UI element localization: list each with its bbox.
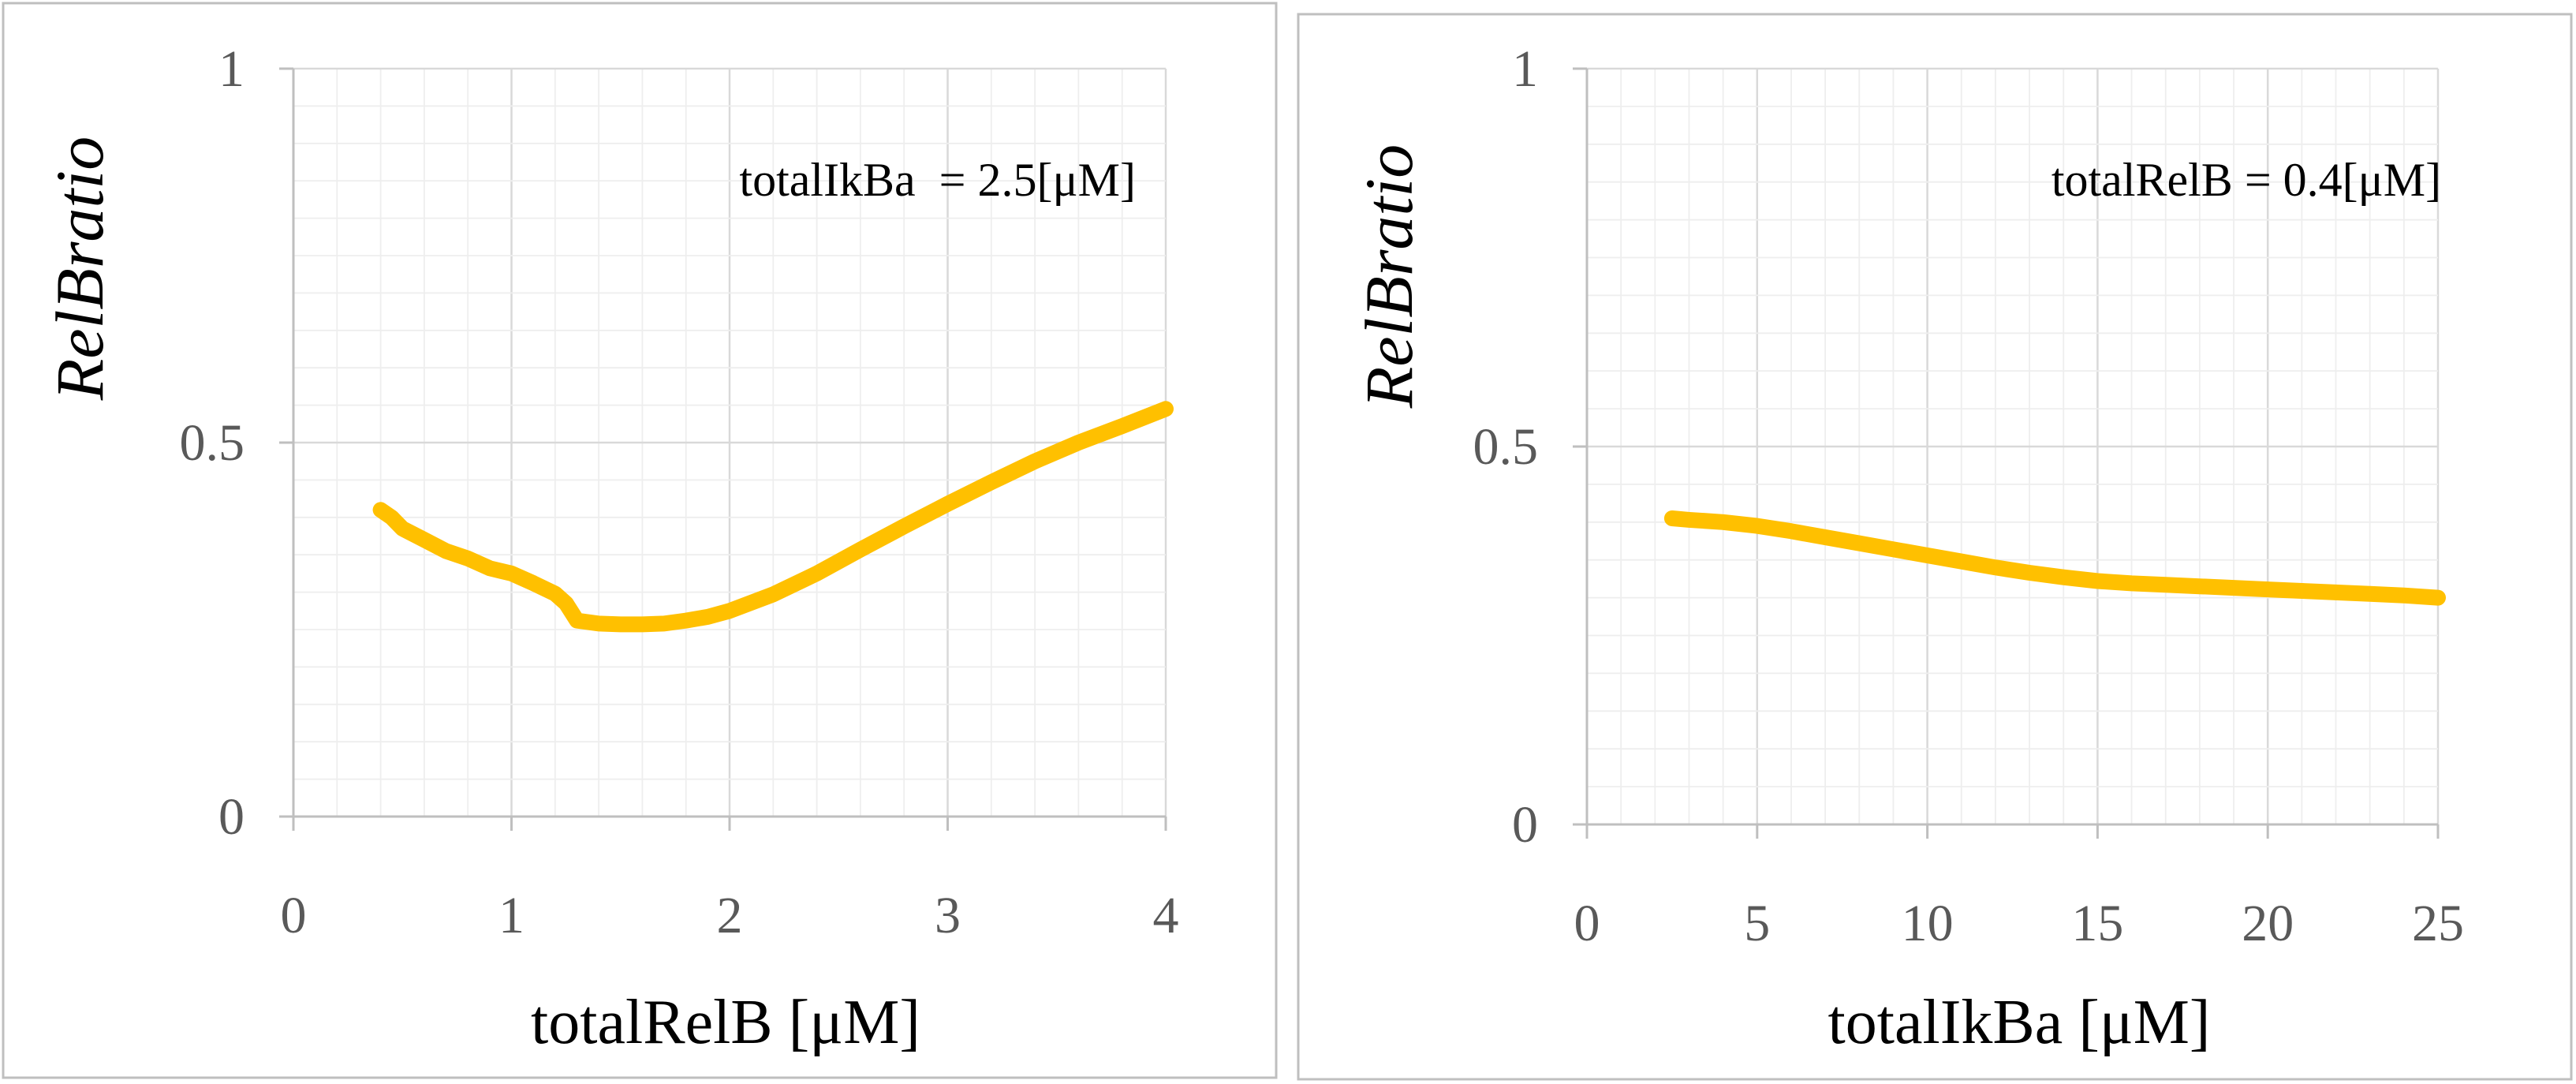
right-chart-y-tick-label: 1 — [1512, 40, 1538, 98]
left-chart-x-tick-label: 2 — [717, 887, 743, 944]
left-chart-grid — [293, 67, 1167, 817]
left-chart-frame — [2, 2, 1278, 1079]
left-chart-x-tick-label: 0 — [281, 887, 307, 944]
right-chart-y-ticks: 00.51 — [1473, 40, 1539, 854]
right-chart-x-tick-label: 20 — [2242, 895, 2294, 952]
right-chart-x-tick-label: 5 — [1744, 895, 1770, 952]
right-chart-x-tick-label: 25 — [2412, 895, 2464, 952]
right-chart-y-tick-label: 0.5 — [1473, 418, 1539, 476]
left-chart-series-line — [372, 401, 1174, 633]
right-chart-y-axis-title: RelBratio — [1351, 144, 1427, 409]
left-chart-x-tick-label: 1 — [498, 887, 525, 944]
left-chart-y-ticks: 00.51 — [180, 40, 245, 846]
left-chart-x-ticks: 0 1 2 3 4 — [281, 887, 1179, 944]
right-chart-grid — [1587, 67, 2440, 824]
left-chart-y-tick-label: 0 — [218, 788, 245, 846]
left-chart-y-axis-title: RelBratio — [42, 136, 118, 401]
left-chart-y-tick-label: 0.5 — [180, 414, 245, 472]
right-chart-x-tick-label: 0 — [1574, 895, 1600, 952]
right-chart-frame — [1297, 13, 2573, 1081]
left-chart-annotation: totalIkBa = 2.5[μM] — [739, 154, 1136, 206]
left-chart-x-tick-label: 3 — [935, 887, 961, 944]
left-chart-axes — [279, 67, 1167, 831]
right-chart-annotation: totalRelB = 0.4[μM] — [2051, 154, 2441, 206]
right-chart-x-tick-label: 10 — [1902, 895, 1954, 952]
right-chart-panel: 00.51 0 5 10 15 20 25 RelBratio totalIkBa [μM… — [1297, 13, 2573, 1081]
right-chart-y-tick-label: 0 — [1512, 796, 1538, 854]
left-chart-series — [372, 401, 1174, 633]
left-chart-x-tick-label: 4 — [1153, 887, 1179, 944]
right-chart-x-tick-label: 15 — [2071, 895, 2123, 952]
left-chart-y-tick-label: 1 — [218, 40, 245, 98]
right-chart-series-line — [1663, 510, 2446, 606]
left-chart-x-axis-title: totalRelB [μM] — [531, 988, 920, 1057]
right-chart-series — [1663, 510, 2446, 606]
right-chart-x-ticks: 0 5 10 15 20 25 — [1574, 895, 2465, 952]
right-chart-axes — [1573, 67, 2440, 839]
right-chart-x-axis-title: totalIkBa [μM] — [1828, 988, 2211, 1057]
